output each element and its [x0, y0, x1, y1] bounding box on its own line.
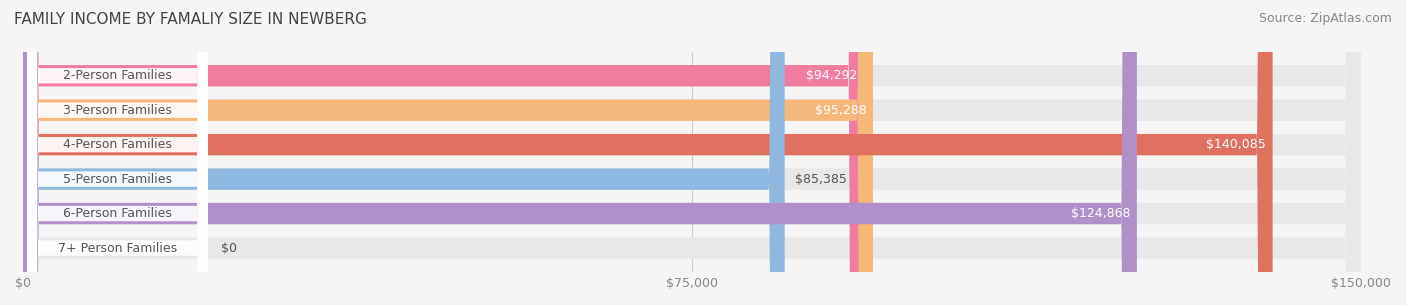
Text: 2-Person Families: 2-Person Families [63, 69, 172, 82]
Text: 7+ Person Families: 7+ Person Families [58, 242, 177, 254]
FancyBboxPatch shape [27, 0, 208, 305]
FancyBboxPatch shape [27, 0, 208, 305]
FancyBboxPatch shape [22, 0, 1361, 305]
Text: Source: ZipAtlas.com: Source: ZipAtlas.com [1258, 12, 1392, 25]
Text: $85,385: $85,385 [796, 173, 848, 186]
FancyBboxPatch shape [22, 0, 1272, 305]
FancyBboxPatch shape [22, 0, 1361, 305]
FancyBboxPatch shape [22, 0, 785, 305]
FancyBboxPatch shape [27, 0, 208, 305]
FancyBboxPatch shape [22, 0, 873, 305]
FancyBboxPatch shape [22, 0, 1361, 305]
Text: $0: $0 [221, 242, 238, 254]
Text: 4-Person Families: 4-Person Families [63, 138, 172, 151]
FancyBboxPatch shape [22, 0, 865, 305]
FancyBboxPatch shape [27, 0, 208, 305]
Text: $124,868: $124,868 [1071, 207, 1130, 220]
Text: FAMILY INCOME BY FAMALIY SIZE IN NEWBERG: FAMILY INCOME BY FAMALIY SIZE IN NEWBERG [14, 12, 367, 27]
Text: 6-Person Families: 6-Person Families [63, 207, 172, 220]
Text: $140,085: $140,085 [1206, 138, 1265, 151]
Text: 5-Person Families: 5-Person Families [63, 173, 172, 186]
FancyBboxPatch shape [22, 0, 1361, 305]
Text: 3-Person Families: 3-Person Families [63, 104, 172, 117]
Text: $95,288: $95,288 [814, 104, 866, 117]
FancyBboxPatch shape [22, 0, 1361, 305]
Text: $94,292: $94,292 [806, 69, 858, 82]
FancyBboxPatch shape [27, 0, 208, 305]
FancyBboxPatch shape [22, 0, 1137, 305]
FancyBboxPatch shape [27, 0, 208, 305]
FancyBboxPatch shape [22, 0, 1361, 305]
